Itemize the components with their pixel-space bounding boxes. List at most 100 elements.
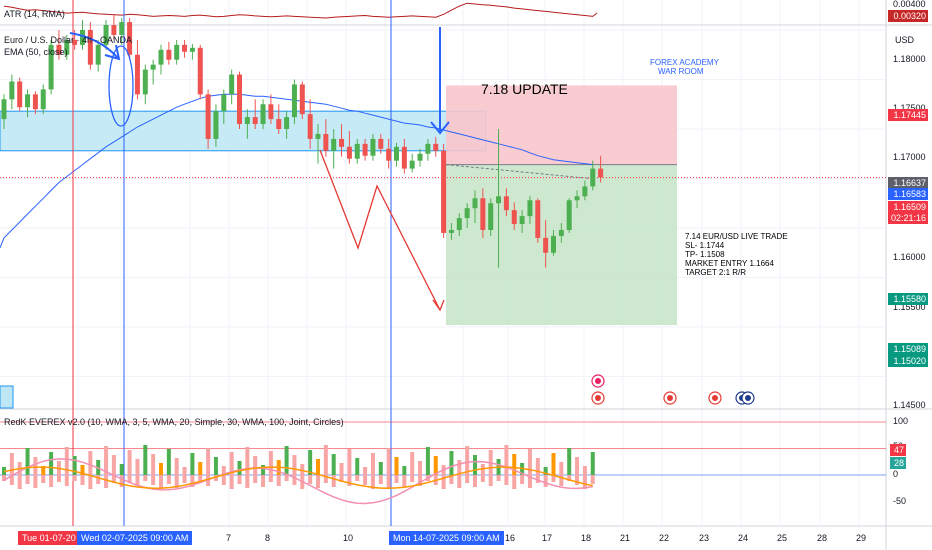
osc-bar bbox=[410, 452, 415, 475]
candle-body bbox=[103, 25, 109, 45]
candle-body bbox=[362, 143, 368, 156]
osc-bar bbox=[213, 457, 218, 475]
flag-icon bbox=[667, 395, 673, 401]
osc-bar bbox=[559, 475, 564, 486]
osc-bar bbox=[174, 458, 179, 475]
date-tag-2: Wed 02-07-2025 09:00 AM bbox=[77, 531, 193, 545]
osc-bar bbox=[261, 465, 266, 475]
osc-bar bbox=[261, 475, 266, 487]
osc-bar bbox=[135, 475, 140, 486]
candle-body bbox=[150, 64, 156, 70]
trade-line: TP- 1.1508 bbox=[685, 250, 725, 259]
osc-bar bbox=[465, 446, 470, 475]
osc-bar bbox=[394, 475, 399, 483]
stop-zone bbox=[446, 85, 677, 165]
date-tag-1: Tue 01-07-20 bbox=[18, 531, 80, 545]
price-tag: 1.17445 bbox=[888, 109, 928, 121]
candle-body bbox=[519, 216, 525, 225]
symbol-label[interactable]: Euro / U.S. Dollar · 4h · OANDA bbox=[4, 35, 133, 45]
atr-label[interactable]: ATR (14, RMA) bbox=[4, 9, 65, 19]
candle-body bbox=[95, 44, 101, 65]
osc-bar bbox=[182, 467, 187, 475]
candle-body bbox=[9, 81, 15, 100]
osc-tick: 0 bbox=[893, 469, 899, 479]
osc-bar bbox=[449, 451, 454, 475]
osc-bar bbox=[394, 457, 399, 475]
osc-bar bbox=[2, 475, 6, 481]
trade-line: 7.14 EUR/USD LIVE TRADE bbox=[685, 232, 788, 241]
osc-bar bbox=[347, 449, 352, 475]
candle-body bbox=[244, 117, 250, 125]
osc-bar bbox=[347, 475, 352, 486]
osc-bar bbox=[323, 475, 328, 483]
atr-line bbox=[3, 2, 598, 19]
candle-body bbox=[32, 94, 38, 110]
osc-bar bbox=[567, 448, 572, 475]
osc-bar bbox=[339, 463, 344, 475]
candle-body bbox=[417, 153, 423, 161]
time-label: 10 bbox=[343, 533, 354, 543]
redk-label[interactable]: RedK EVEREX v2.0 (10, WMA, 3, 5, WMA, 20… bbox=[4, 417, 344, 427]
candle-body bbox=[142, 69, 148, 95]
osc-bar bbox=[488, 475, 493, 486]
price-tick: 1.18000 bbox=[893, 54, 926, 64]
atr-tick: 0.00400 bbox=[893, 0, 926, 9]
time-label: 16 bbox=[505, 533, 516, 543]
time-label: 8 bbox=[265, 533, 271, 543]
candle-body bbox=[166, 49, 172, 60]
candle-body bbox=[496, 196, 502, 204]
time-label: 23 bbox=[699, 533, 710, 543]
small-zone bbox=[0, 385, 14, 409]
osc-tag: 28 bbox=[890, 457, 906, 469]
osc-bar bbox=[9, 453, 14, 475]
candle-body bbox=[323, 133, 329, 151]
candle-body bbox=[229, 74, 235, 95]
osc-bar bbox=[253, 456, 258, 475]
osc-bar bbox=[229, 475, 234, 489]
candle-body bbox=[291, 84, 297, 118]
price-tag: 0.00320 bbox=[888, 10, 928, 22]
osc-bar bbox=[198, 462, 203, 475]
candle-body bbox=[409, 160, 415, 169]
osc-bar bbox=[9, 475, 14, 485]
candle-body bbox=[582, 186, 588, 197]
price-tag: 02:21:16 bbox=[888, 212, 928, 224]
osc-bar bbox=[535, 458, 540, 475]
ema-label[interactable]: EMA (50, close) bbox=[4, 47, 68, 57]
osc-bar bbox=[49, 475, 54, 487]
diag-arrowhead bbox=[104, 44, 121, 61]
osc-bar bbox=[449, 475, 454, 484]
osc-bar bbox=[418, 475, 423, 486]
candle-body bbox=[472, 198, 478, 209]
osc-bar bbox=[221, 475, 226, 485]
candle-body bbox=[464, 208, 470, 219]
price-tag: 1.16509 bbox=[888, 201, 928, 213]
osc-bar bbox=[363, 467, 368, 475]
osc-bar bbox=[316, 459, 320, 475]
candle-body bbox=[433, 143, 439, 151]
candle-body bbox=[307, 114, 313, 139]
osc-bar bbox=[418, 461, 423, 475]
candle-body bbox=[276, 119, 282, 129]
osc-bar bbox=[582, 475, 587, 489]
osc-bar bbox=[25, 448, 30, 475]
osc-bar bbox=[370, 475, 375, 489]
candle-body bbox=[17, 81, 23, 108]
candle-body bbox=[284, 117, 290, 129]
osc-bar bbox=[331, 454, 336, 475]
price-tick: 1.15500 bbox=[893, 302, 926, 312]
osc-bar bbox=[80, 465, 85, 475]
candle-body bbox=[221, 94, 227, 112]
candle-body bbox=[448, 229, 454, 233]
candle-body bbox=[205, 94, 211, 139]
osc-bar bbox=[72, 475, 77, 481]
osc-bar bbox=[245, 447, 250, 475]
osc-bar bbox=[551, 475, 556, 482]
trade-note: 7.14 EUR/USD LIVE TRADE SL- 1.1744 TP- 1.1… bbox=[685, 232, 788, 277]
candle-body bbox=[80, 30, 85, 45]
osc-bar bbox=[268, 451, 273, 475]
osc-bar bbox=[378, 475, 383, 484]
candle-body bbox=[535, 200, 541, 238]
